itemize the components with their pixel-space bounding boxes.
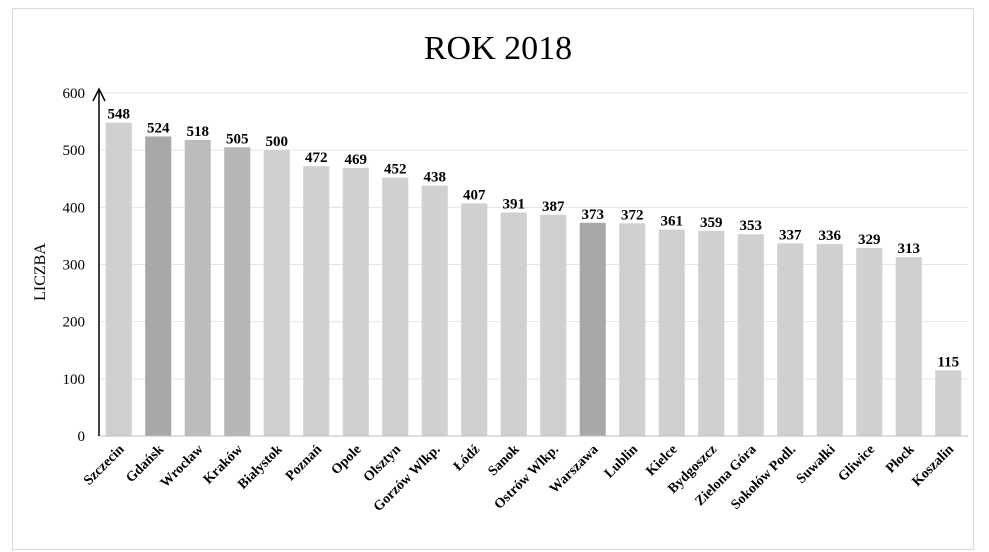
bar bbox=[895, 257, 922, 436]
data-label: 336 bbox=[819, 228, 842, 244]
category-label: Opole bbox=[329, 442, 365, 478]
category-label: Poznań bbox=[283, 442, 325, 484]
data-label: 524 bbox=[147, 120, 170, 136]
data-label: 313 bbox=[898, 241, 921, 257]
data-labels: 548 524 518 505 500 472 469 452 438 407 391 387 373 3… bbox=[108, 107, 960, 371]
data-label: 115 bbox=[937, 354, 959, 370]
y-tick-label: 200 bbox=[63, 315, 86, 331]
bar bbox=[145, 136, 172, 436]
bar bbox=[342, 167, 369, 436]
category-label: Białystok bbox=[235, 442, 285, 492]
chart-frame: ROK 2018 LICZBA 0 100 200 300 400 500 600 548 5… bbox=[12, 8, 974, 550]
category-label: Płock bbox=[883, 442, 917, 476]
y-tick-label: 100 bbox=[63, 372, 86, 388]
data-label: 472 bbox=[305, 150, 328, 166]
category-label: Koszalin bbox=[910, 442, 958, 490]
y-tick-label: 0 bbox=[78, 429, 86, 445]
data-label: 372 bbox=[621, 207, 644, 223]
data-label: 469 bbox=[345, 152, 368, 168]
data-label: 359 bbox=[700, 215, 723, 231]
data-label: 548 bbox=[108, 107, 131, 123]
bar bbox=[935, 370, 962, 436]
category-label: Suwałki bbox=[794, 442, 839, 487]
bar bbox=[777, 243, 804, 436]
data-label: 337 bbox=[779, 227, 802, 243]
y-axis-ticks: 0 100 200 300 400 500 600 bbox=[63, 86, 86, 445]
data-label: 505 bbox=[226, 131, 249, 147]
category-labels: SzczecinGdańskWrocławKrakówBiałystokPozn… bbox=[81, 442, 957, 515]
bar bbox=[105, 122, 132, 436]
bar bbox=[303, 166, 330, 436]
bar bbox=[500, 212, 527, 436]
data-label: 438 bbox=[424, 170, 447, 186]
y-axis-label: LICZBA bbox=[32, 243, 49, 301]
bar bbox=[698, 230, 725, 436]
bar bbox=[540, 214, 567, 436]
bar bbox=[224, 147, 251, 436]
data-label: 387 bbox=[542, 199, 565, 215]
bar bbox=[816, 243, 843, 436]
data-label: 361 bbox=[661, 214, 684, 230]
bar bbox=[579, 222, 606, 436]
bar bbox=[382, 177, 409, 436]
bar bbox=[856, 247, 883, 436]
data-label: 391 bbox=[503, 196, 526, 212]
category-label: Lublin bbox=[602, 442, 641, 481]
bar bbox=[263, 150, 290, 436]
bar bbox=[658, 229, 685, 436]
data-label: 500 bbox=[266, 134, 289, 150]
data-label: 407 bbox=[463, 187, 486, 203]
category-label: Sanok bbox=[486, 442, 523, 479]
bars bbox=[105, 122, 962, 437]
y-tick-label: 500 bbox=[63, 143, 86, 159]
axes bbox=[92, 87, 968, 437]
category-label: Kielce bbox=[644, 442, 681, 479]
data-label: 329 bbox=[858, 232, 881, 248]
bar bbox=[461, 203, 488, 436]
data-label: 518 bbox=[187, 124, 210, 140]
bar bbox=[184, 139, 211, 437]
y-tick-label: 600 bbox=[63, 86, 86, 102]
category-label: Wrocław bbox=[158, 442, 207, 491]
y-axis-arrow-icon bbox=[92, 87, 106, 102]
chart-title: ROK 2018 bbox=[424, 30, 572, 67]
bar bbox=[619, 223, 646, 436]
y-tick-label: 300 bbox=[63, 258, 86, 274]
bar bbox=[737, 234, 764, 436]
data-label: 452 bbox=[384, 162, 407, 178]
category-label: Gliwice bbox=[836, 442, 879, 485]
data-label: 373 bbox=[582, 207, 605, 223]
y-tick-label: 400 bbox=[63, 200, 86, 216]
bar bbox=[421, 185, 448, 436]
data-label: 353 bbox=[740, 218, 763, 234]
category-label: Szczecin bbox=[81, 442, 127, 488]
category-label: Łódź bbox=[451, 442, 483, 474]
